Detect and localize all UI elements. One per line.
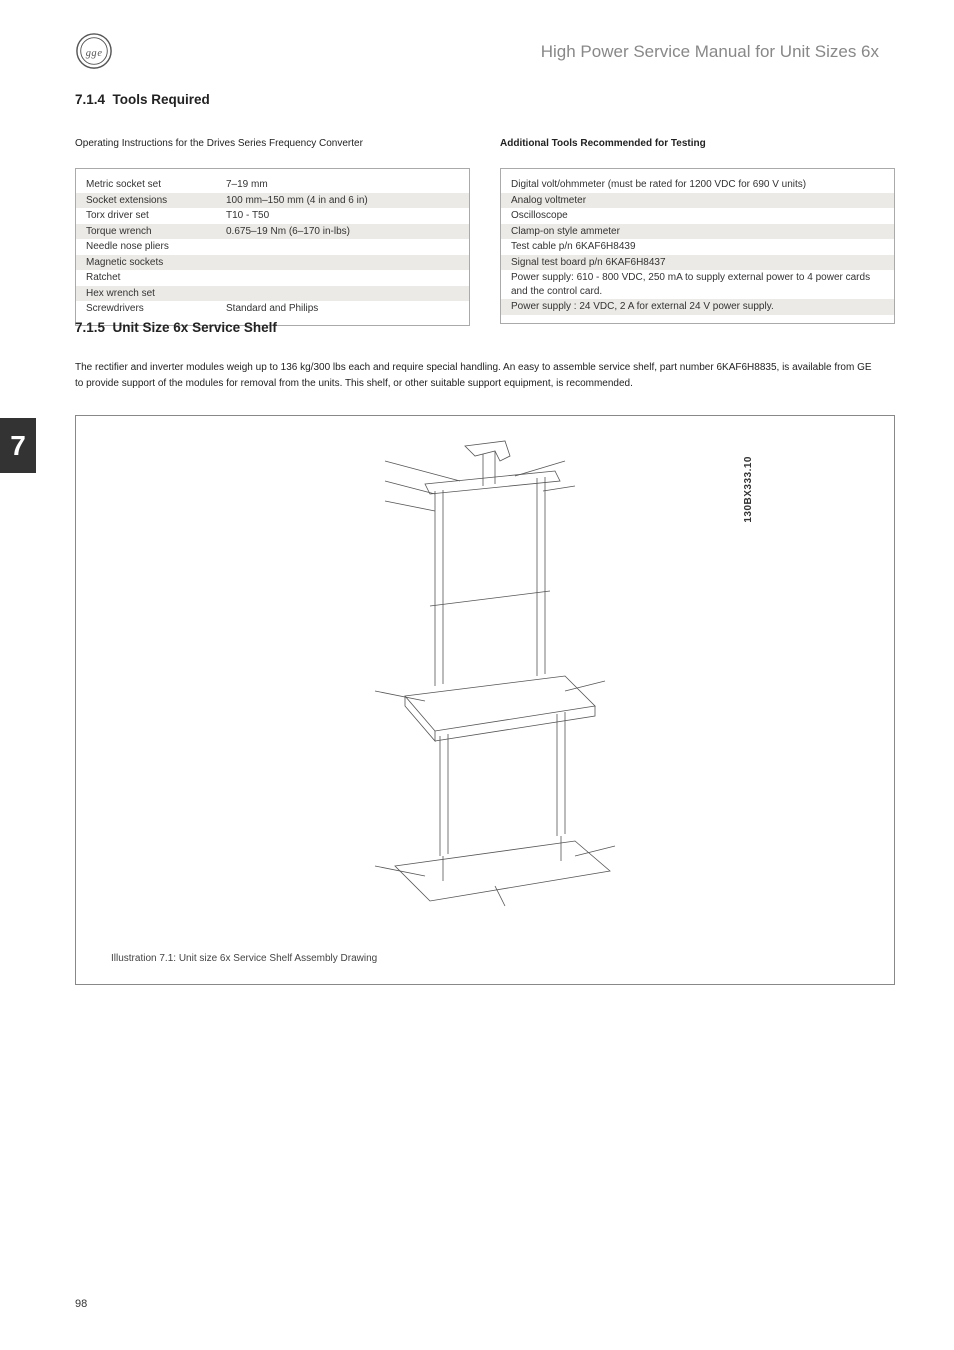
ge-logo: g e g: [75, 32, 113, 70]
table-row: ScrewdriversStandard and Philips: [76, 301, 469, 317]
tools-table: Metric socket set7–19 mm Socket extensio…: [75, 168, 470, 326]
page-number: 98: [75, 1298, 87, 1310]
table-row: Ratchet: [76, 270, 469, 286]
chapter-tab: 7: [0, 418, 36, 473]
table-row: Power supply: 610 - 800 VDC, 250 mA to s…: [501, 270, 894, 299]
cell: [226, 271, 459, 285]
cell: Power supply: 610 - 800 VDC, 250 mA to s…: [511, 271, 884, 298]
table-row: Torque wrench0.675–19 Nm (6–170 in-lbs): [76, 224, 469, 240]
manual-title: High Power Service Manual for Unit Sizes…: [541, 42, 879, 62]
cell: [226, 256, 459, 270]
table-row: Magnetic sockets: [76, 255, 469, 271]
cell: Power supply : 24 VDC, 2 A for external …: [511, 300, 774, 314]
section-body-text: The rectifier and inverter modules weigh…: [75, 360, 879, 392]
cell: Metric socket set: [86, 178, 226, 192]
section-heading-tools: 7.1.4 Tools Required: [75, 92, 210, 107]
table-row: Digital volt/ohmmeter (must be rated for…: [501, 177, 894, 193]
table-row: Torx driver setT10 - T50: [76, 208, 469, 224]
table-row: Test cable p/n 6KAF6H8439: [501, 239, 894, 255]
cell: Screwdrivers: [86, 302, 226, 316]
cell: [226, 287, 459, 301]
cell: Hex wrench set: [86, 287, 226, 301]
cell: Analog voltmeter: [511, 194, 586, 208]
testing-tools-table: Digital volt/ohmmeter (must be rated for…: [500, 168, 895, 324]
cell: Signal test board p/n 6KAF6H8437: [511, 256, 666, 270]
left-column-subtitle: Operating Instructions for the Drives Se…: [75, 138, 363, 149]
cell: Oscilloscope: [511, 209, 568, 223]
section-title: Tools Required: [113, 92, 210, 107]
right-column-subtitle: Additional Tools Recommended for Testing: [500, 138, 706, 149]
section-heading-shelf: 7.1.5 Unit Size 6x Service Shelf: [75, 320, 277, 335]
table-row: Oscilloscope: [501, 208, 894, 224]
table-row: Clamp-on style ammeter: [501, 224, 894, 240]
cell: [226, 240, 459, 254]
service-shelf-diagram: [265, 426, 705, 916]
cell: T10 - T50: [226, 209, 459, 223]
cell: 100 mm–150 mm (4 in and 6 in): [226, 194, 459, 208]
section-title: Unit Size 6x Service Shelf: [113, 320, 277, 335]
cell: 0.675–19 Nm (6–170 in-lbs): [226, 225, 459, 239]
svg-text:g: g: [91, 48, 96, 59]
table-row: Metric socket set7–19 mm: [76, 177, 469, 193]
figure-frame: 130BX333.10: [75, 415, 895, 985]
table-row: Power supply : 24 VDC, 2 A for external …: [501, 299, 894, 315]
svg-text:e: e: [97, 48, 102, 59]
section-number: 7.1.5: [75, 320, 105, 335]
figure-code-label: 130BX333.10: [743, 456, 754, 523]
cell: Socket extensions: [86, 194, 226, 208]
cell: Torque wrench: [86, 225, 226, 239]
cell: Needle nose pliers: [86, 240, 226, 254]
cell: Ratchet: [86, 271, 226, 285]
table-row: Needle nose pliers: [76, 239, 469, 255]
figure-caption: Illustration 7.1: Unit size 6x Service S…: [111, 953, 377, 964]
table-row: Signal test board p/n 6KAF6H8437: [501, 255, 894, 271]
cell: Magnetic sockets: [86, 256, 226, 270]
cell: Torx driver set: [86, 209, 226, 223]
table-row: Socket extensions100 mm–150 mm (4 in and…: [76, 193, 469, 209]
table-row: Hex wrench set: [76, 286, 469, 302]
cell: Digital volt/ohmmeter (must be rated for…: [511, 178, 806, 192]
section-number: 7.1.4: [75, 92, 105, 107]
cell: Standard and Philips: [226, 302, 459, 316]
svg-text:g: g: [86, 48, 91, 59]
cell: Clamp-on style ammeter: [511, 225, 620, 239]
cell: Test cable p/n 6KAF6H8439: [511, 240, 636, 254]
table-row: Analog voltmeter: [501, 193, 894, 209]
cell: 7–19 mm: [226, 178, 459, 192]
